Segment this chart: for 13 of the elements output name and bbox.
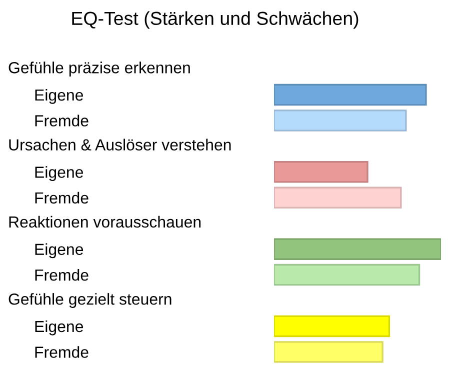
y-tick-label: Eigene — [35, 88, 84, 104]
chart-title: EQ-Test (Stärken und Schwächen) — [72, 11, 358, 29]
y-tick-label: Fremde — [35, 269, 88, 281]
text: Ursachen & Auslöser verstehen — [9, 138, 231, 150]
text: Reaktionen vorausschauen — [9, 216, 201, 228]
y-tick-label: Fremde — [35, 346, 88, 358]
y-tick-label: Eigene — [35, 320, 84, 336]
y-tick-label: Fremde — [35, 192, 88, 204]
text: Gefühle gezielt steuern — [8, 293, 172, 308]
y-tick-label: Fremde — [35, 114, 88, 126]
y-tick-label: Eigene — [35, 166, 84, 182]
text: Gefühle präzise erkennen — [8, 62, 190, 77]
y-tick-label: Eigene — [35, 243, 84, 258]
